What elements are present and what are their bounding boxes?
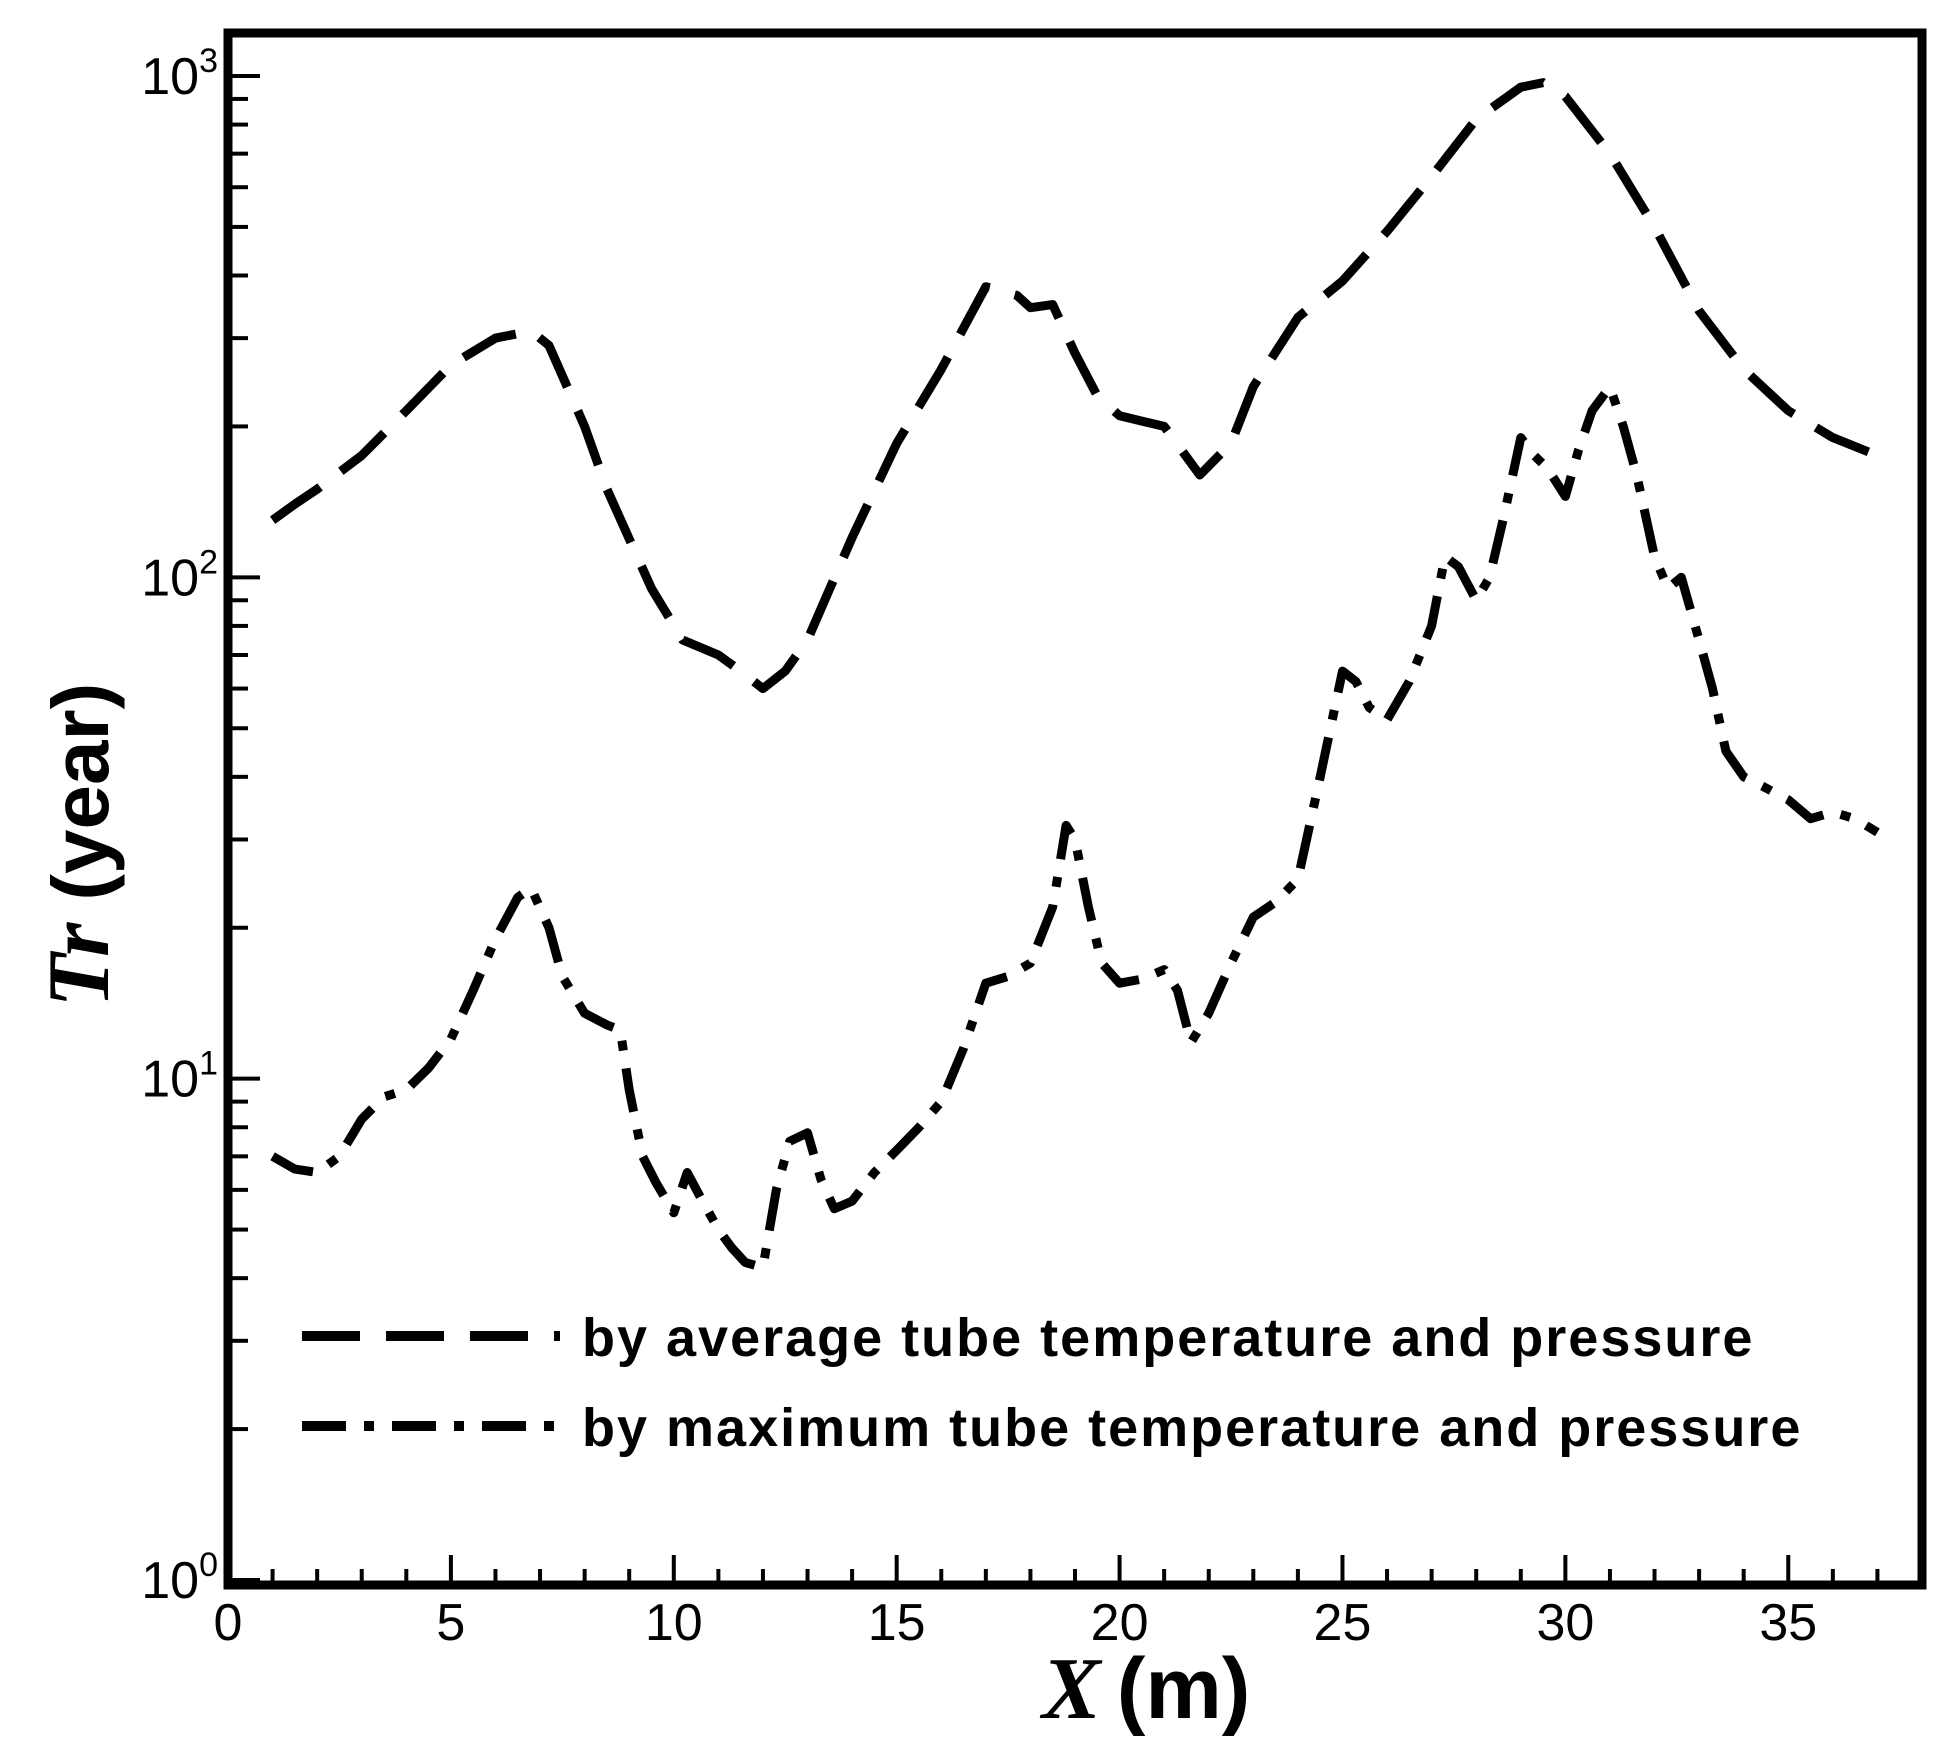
y-tick-label: 103 bbox=[141, 42, 218, 106]
legend: by average tube temperature and pressure… bbox=[302, 1308, 1802, 1458]
y-axis-symbol: Tr bbox=[31, 922, 128, 1007]
x-axis-title: X (m) bbox=[1039, 1641, 1250, 1738]
y-tick-label: 102 bbox=[141, 543, 218, 607]
series-layer bbox=[269, 78, 1880, 1272]
x-tick-label: 25 bbox=[1314, 1594, 1372, 1652]
x-axis-unit: (m) bbox=[1117, 1641, 1251, 1737]
x-axis-symbol: X bbox=[1039, 1641, 1103, 1738]
x-tick-label: 0 bbox=[214, 1594, 243, 1652]
series-line-average bbox=[269, 78, 1880, 694]
y-axis-title-group: Tr (year) bbox=[31, 683, 128, 1008]
x-tick-label: 15 bbox=[868, 1594, 926, 1652]
y-axis-title: Tr (year) bbox=[31, 683, 128, 1008]
legend-label-average: by average tube temperature and pressure bbox=[582, 1308, 1754, 1368]
series-line-maximum bbox=[270, 382, 1880, 1272]
legend-label-maximum: by maximum tube temperature and pressure bbox=[582, 1398, 1802, 1458]
y-axis-unit: (year) bbox=[36, 683, 125, 901]
x-tick-label: 20 bbox=[1091, 1594, 1149, 1652]
y-tick-label: 100 bbox=[141, 1546, 218, 1610]
y-tick-label: 101 bbox=[141, 1045, 218, 1109]
x-tick-label: 5 bbox=[436, 1594, 465, 1652]
x-tick-label: 30 bbox=[1536, 1594, 1594, 1652]
x-axis-ticks: 0 5 10 15 20 25 30 35 bbox=[214, 1555, 1924, 1652]
x-tick-label: 35 bbox=[1759, 1594, 1817, 1652]
y-axis-ticks: 100 101 102 103 bbox=[141, 42, 260, 1610]
x-tick-label: 10 bbox=[645, 1594, 703, 1652]
